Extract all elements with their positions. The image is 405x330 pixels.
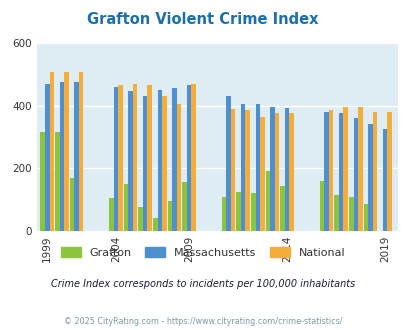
Bar [79,72,83,231]
Bar [382,129,386,231]
Bar [153,218,157,231]
Bar [221,197,226,231]
Bar [343,107,347,231]
Bar [255,104,260,231]
Bar [372,112,376,231]
Bar [338,114,343,231]
Bar [324,112,328,231]
Bar [279,185,284,231]
Legend: Grafton, Massachusetts, National: Grafton, Massachusetts, National [56,243,349,262]
Bar [64,72,68,231]
Bar [128,91,132,231]
Text: Grafton Violent Crime Index: Grafton Violent Crime Index [87,12,318,26]
Bar [109,198,113,231]
Bar [260,116,264,231]
Bar [334,195,338,231]
Bar [265,172,270,231]
Bar [226,96,230,231]
Bar [124,184,128,231]
Bar [250,193,255,231]
Bar [186,85,191,231]
Bar [274,114,279,231]
Text: Crime Index corresponds to incidents per 100,000 inhabitants: Crime Index corresponds to incidents per… [51,279,354,289]
Text: © 2025 CityRating.com - https://www.cityrating.com/crime-statistics/: © 2025 CityRating.com - https://www.city… [64,317,341,326]
Bar [55,132,60,231]
Bar [172,88,176,231]
Bar [191,84,196,231]
Bar [240,104,245,231]
Bar [138,208,143,231]
Bar [45,84,49,231]
Bar [230,109,235,231]
Bar [40,132,45,231]
Bar [245,110,249,231]
Bar [162,96,166,231]
Bar [348,197,353,231]
Bar [284,108,289,231]
Bar [182,182,186,231]
Bar [270,107,274,231]
Bar [49,72,54,231]
Bar [236,192,240,231]
Bar [143,96,147,231]
Bar [70,178,74,231]
Bar [176,104,181,231]
Bar [157,90,162,231]
Bar [289,114,293,231]
Bar [167,201,172,231]
Bar [363,204,367,231]
Bar [74,82,79,231]
Bar [357,107,362,231]
Bar [386,112,391,231]
Bar [319,181,324,231]
Bar [328,110,333,231]
Bar [60,82,64,231]
Bar [118,85,122,231]
Bar [367,124,372,231]
Bar [113,87,118,231]
Bar [147,85,151,231]
Bar [132,84,137,231]
Bar [353,118,357,231]
